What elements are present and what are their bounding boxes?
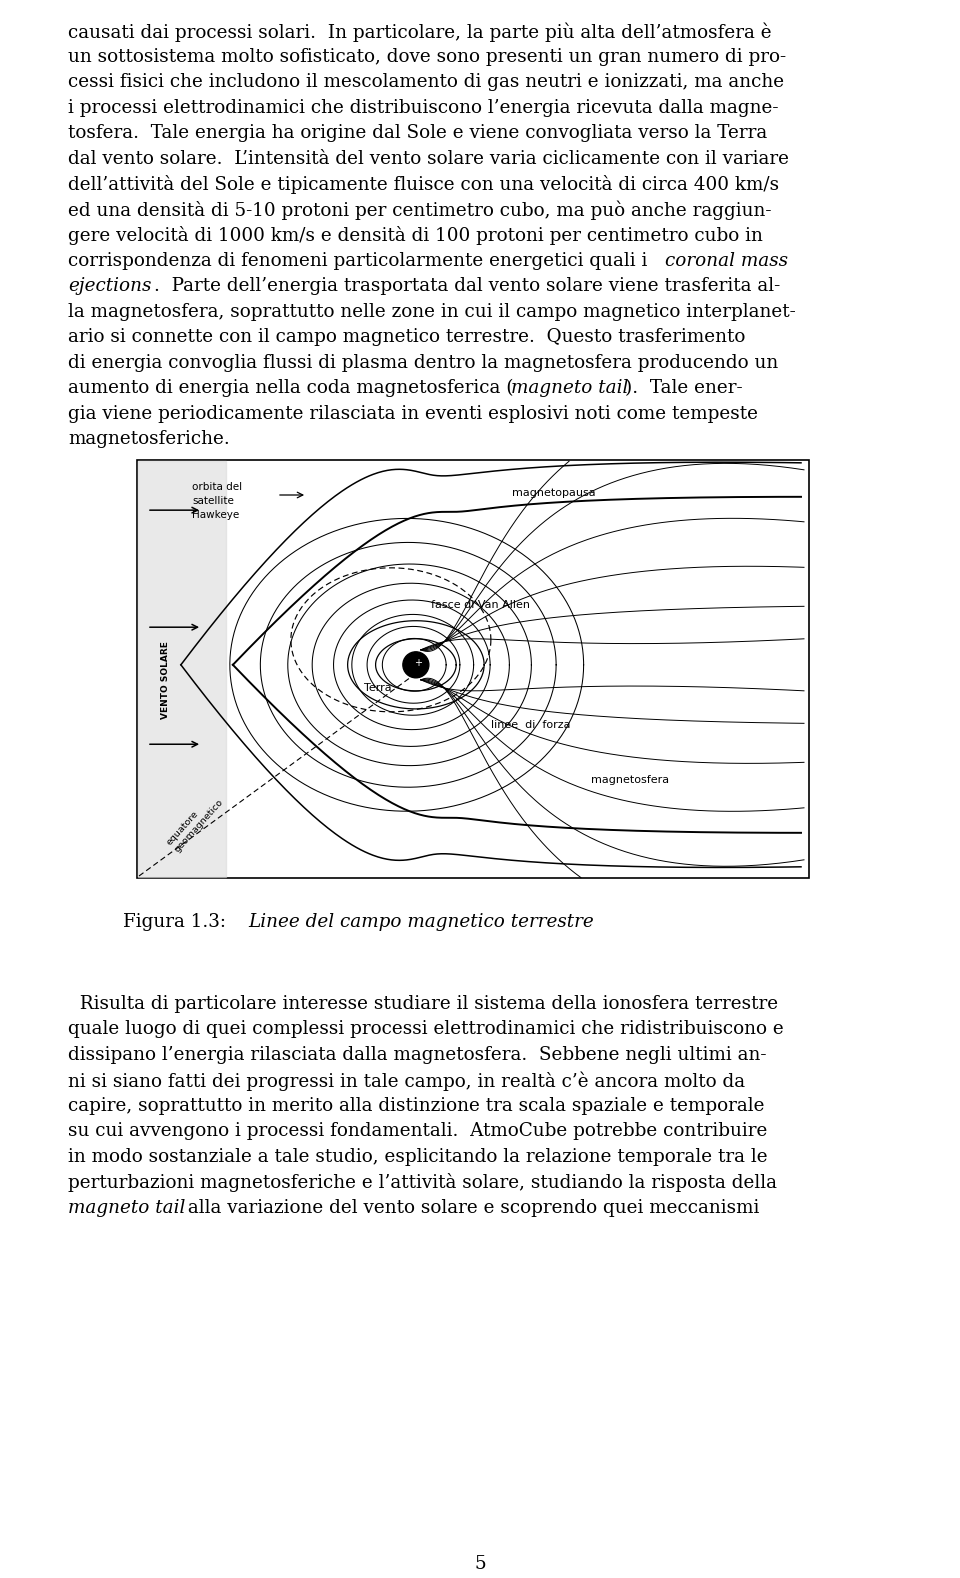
- Text: magneto tail: magneto tail: [68, 1199, 185, 1217]
- Text: gere velocità di 1000 km/s e densità di 100 protoni per centimetro cubo in: gere velocità di 1000 km/s e densità di …: [68, 226, 763, 245]
- Text: tosfera.  Tale energia ha origine dal Sole e viene convogliata verso la Terra: tosfera. Tale energia ha origine dal Sol…: [68, 125, 767, 142]
- Text: 5: 5: [474, 1554, 486, 1573]
- Text: VENTO SOLARE: VENTO SOLARE: [160, 641, 170, 718]
- Text: quale luogo di quei complessi processi elettrodinamici che ridistribuiscono e: quale luogo di quei complessi processi e…: [68, 1019, 783, 1038]
- Text: in modo sostanziale a tale studio, esplicitando la relazione temporale tra le: in modo sostanziale a tale studio, espli…: [68, 1147, 768, 1166]
- Text: .  Parte dell’energia trasportata dal vento solare viene trasferita al-: . Parte dell’energia trasportata dal ven…: [154, 278, 780, 295]
- Text: ario si connette con il campo magnetico terrestre.  Questo trasferimento: ario si connette con il campo magnetico …: [68, 328, 745, 346]
- Text: ejections: ejections: [68, 278, 152, 295]
- Text: capire, soprattutto in merito alla distinzione tra scala spaziale e temporale: capire, soprattutto in merito alla disti…: [68, 1097, 764, 1114]
- Text: satellite: satellite: [192, 495, 234, 507]
- Circle shape: [403, 652, 429, 679]
- Text: cessi fisici che includono il mescolamento di gas neutri e ionizzati, ma anche: cessi fisici che includono il mescolamen…: [68, 73, 784, 92]
- Text: i processi elettrodinamici che distribuiscono l’energia ricevuta dalla magne-: i processi elettrodinamici che distribui…: [68, 98, 779, 117]
- Text: magneto tail: magneto tail: [511, 379, 628, 398]
- Text: Terra: Terra: [364, 683, 392, 693]
- Text: Hawkeye: Hawkeye: [192, 510, 239, 521]
- Polygon shape: [138, 461, 226, 877]
- Text: Risulta di particolare interesse studiare il sistema della ionosfera terrestre: Risulta di particolare interesse studiar…: [68, 994, 779, 1013]
- Text: la magnetosfera, soprattutto nelle zone in cui il campo magnetico interplanet-: la magnetosfera, soprattutto nelle zone …: [68, 303, 796, 320]
- Text: di energia convoglia flussi di plasma dentro la magnetosfera producendo un: di energia convoglia flussi di plasma de…: [68, 353, 779, 371]
- Text: ).  Tale ener-: ). Tale ener-: [625, 379, 743, 398]
- Text: causati dai processi solari.  In particolare, la parte più alta dell’atmosfera è: causati dai processi solari. In particol…: [68, 22, 772, 41]
- Text: linee  di  forza: linee di forza: [491, 720, 570, 729]
- Text: Figura 1.3:: Figura 1.3:: [123, 914, 238, 931]
- Text: +: +: [414, 658, 421, 667]
- Text: magnetosfera: magnetosfera: [590, 775, 669, 784]
- Text: dal vento solare.  L’intensità del vento solare varia ciclicamente con il variar: dal vento solare. L’intensità del vento …: [68, 150, 789, 167]
- Text: aumento di energia nella coda magnetosferica (: aumento di energia nella coda magnetosfe…: [68, 379, 514, 398]
- Text: fasce di Van Allen: fasce di Van Allen: [431, 600, 530, 609]
- Text: ed una densità di 5-10 protoni per centimetro cubo, ma può anche raggiun-: ed una densità di 5-10 protoni per centi…: [68, 200, 772, 219]
- Text: orbita del: orbita del: [192, 481, 242, 492]
- FancyBboxPatch shape: [137, 461, 809, 877]
- Text: corrispondenza di fenomeni particolarmente energetici quali i: corrispondenza di fenomeni particolarmen…: [68, 251, 653, 270]
- Text: equatore
geomagnetico: equatore geomagnetico: [165, 791, 225, 854]
- Text: Linee del campo magnetico terrestre: Linee del campo magnetico terrestre: [248, 914, 594, 931]
- Text: alla variazione del vento solare e scoprendo quei meccanismi: alla variazione del vento solare e scopr…: [182, 1199, 759, 1217]
- Text: magnetosferiche.: magnetosferiche.: [68, 429, 229, 448]
- Text: magnetopausa: magnetopausa: [512, 488, 595, 499]
- Text: perturbazioni magnetosferiche e l’attività solare, studiando la risposta della: perturbazioni magnetosferiche e l’attivi…: [68, 1172, 777, 1191]
- Text: un sottosistema molto sofisticato, dove sono presenti un gran numero di pro-: un sottosistema molto sofisticato, dove …: [68, 47, 786, 66]
- Text: coronal mass: coronal mass: [664, 251, 788, 270]
- Text: gia viene periodicamente rilasciata in eventi esplosivi noti come tempeste: gia viene periodicamente rilasciata in e…: [68, 404, 758, 423]
- Text: dell’attività del Sole e tipicamente fluisce con una velocità di circa 400 km/s: dell’attività del Sole e tipicamente flu…: [68, 175, 780, 194]
- Text: su cui avvengono i processi fondamentali.  AtmoCube potrebbe contribuire: su cui avvengono i processi fondamentali…: [68, 1122, 767, 1139]
- Text: dissipano l’energia rilasciata dalla magnetosfera.  Sebbene negli ultimi an-: dissipano l’energia rilasciata dalla mag…: [68, 1046, 766, 1064]
- Text: ni si siano fatti dei progressi in tale campo, in realtà c’è ancora molto da: ni si siano fatti dei progressi in tale …: [68, 1071, 745, 1090]
